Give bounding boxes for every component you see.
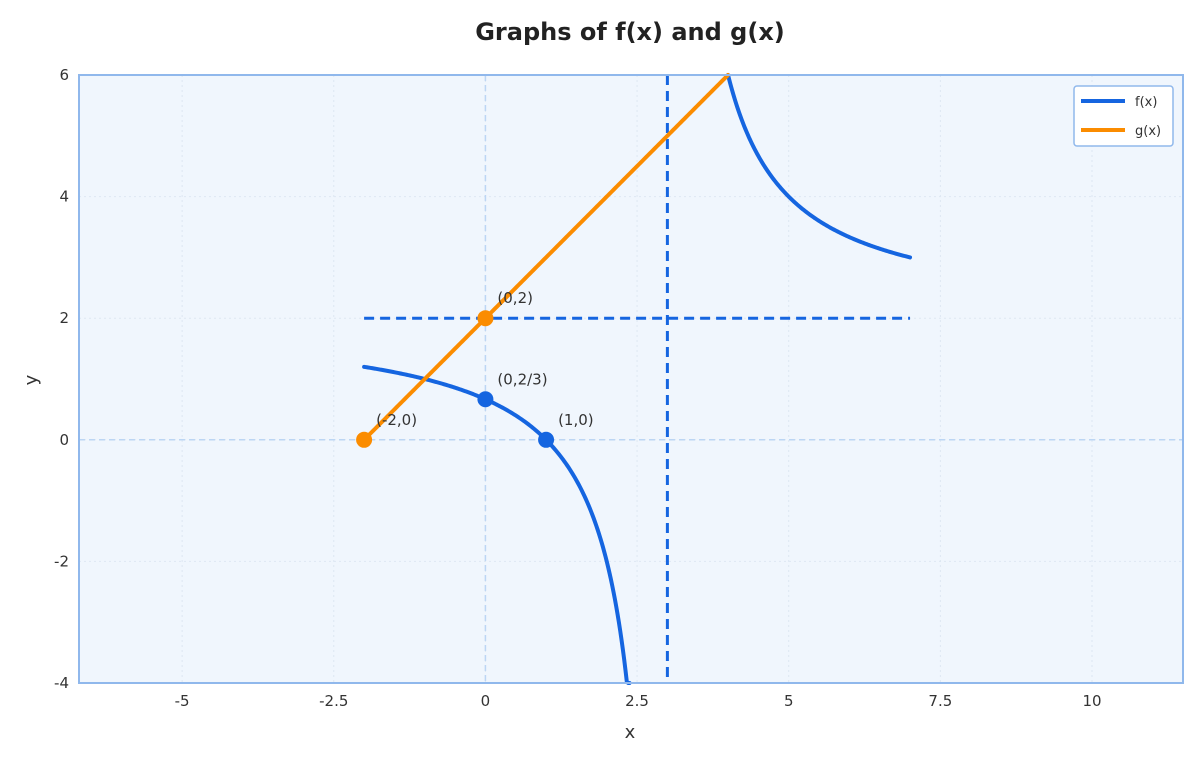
point-label-f: (0,2/3) xyxy=(497,370,547,388)
marked-points: (0,2/3) (1,0) (0,2) (-2,0) xyxy=(356,289,594,448)
y-axis-label: y xyxy=(21,374,42,385)
x-tick-label: -2.5 xyxy=(319,692,348,710)
point-marker-g xyxy=(477,310,494,327)
legend-label-f: f(x) xyxy=(1135,95,1157,110)
x-tick-label: -5 xyxy=(175,692,190,710)
zero-lines xyxy=(79,75,1183,683)
point-marker-g xyxy=(356,431,373,448)
point-label-g: (0,2) xyxy=(497,289,533,307)
point-label-g: (-2,0) xyxy=(376,411,417,429)
legend: f(x) g(x) xyxy=(1073,85,1174,147)
x-tick-labels: -5 -2.5 0 2.5 5 7.5 10 xyxy=(175,692,1102,710)
x-tick-label: 0 xyxy=(481,692,491,710)
plot-area xyxy=(79,75,1183,683)
series-g-segment-0 xyxy=(362,73,731,442)
y-tick-label: -2 xyxy=(54,552,69,570)
y-tick-label: 6 xyxy=(59,66,69,84)
x-axis-label: x xyxy=(625,722,636,743)
chart-title: Graphs of f(x) and g(x) xyxy=(475,18,785,46)
asymptotes xyxy=(364,75,911,683)
y-tick-labels: -4 -2 0 2 4 6 xyxy=(54,66,69,692)
y-tick-label: 0 xyxy=(59,431,69,449)
point-marker-f xyxy=(538,431,555,448)
series-f-segment-1 xyxy=(726,73,913,260)
x-tick-label: 2.5 xyxy=(625,692,649,710)
point-label-f: (1,0) xyxy=(558,411,594,429)
x-tick-label: 5 xyxy=(784,692,794,710)
series xyxy=(362,73,913,685)
point-marker-f xyxy=(477,391,494,408)
x-tick-label: 10 xyxy=(1082,692,1101,710)
series-f-segment-0 xyxy=(362,364,632,685)
plot-frame xyxy=(78,74,1184,684)
y-tick-label: 2 xyxy=(59,309,69,327)
x-tick-label: 7.5 xyxy=(928,692,952,710)
y-tick-label: 4 xyxy=(59,188,69,206)
y-tick-label: -4 xyxy=(54,674,69,692)
legend-label-g: g(x) xyxy=(1135,124,1161,139)
